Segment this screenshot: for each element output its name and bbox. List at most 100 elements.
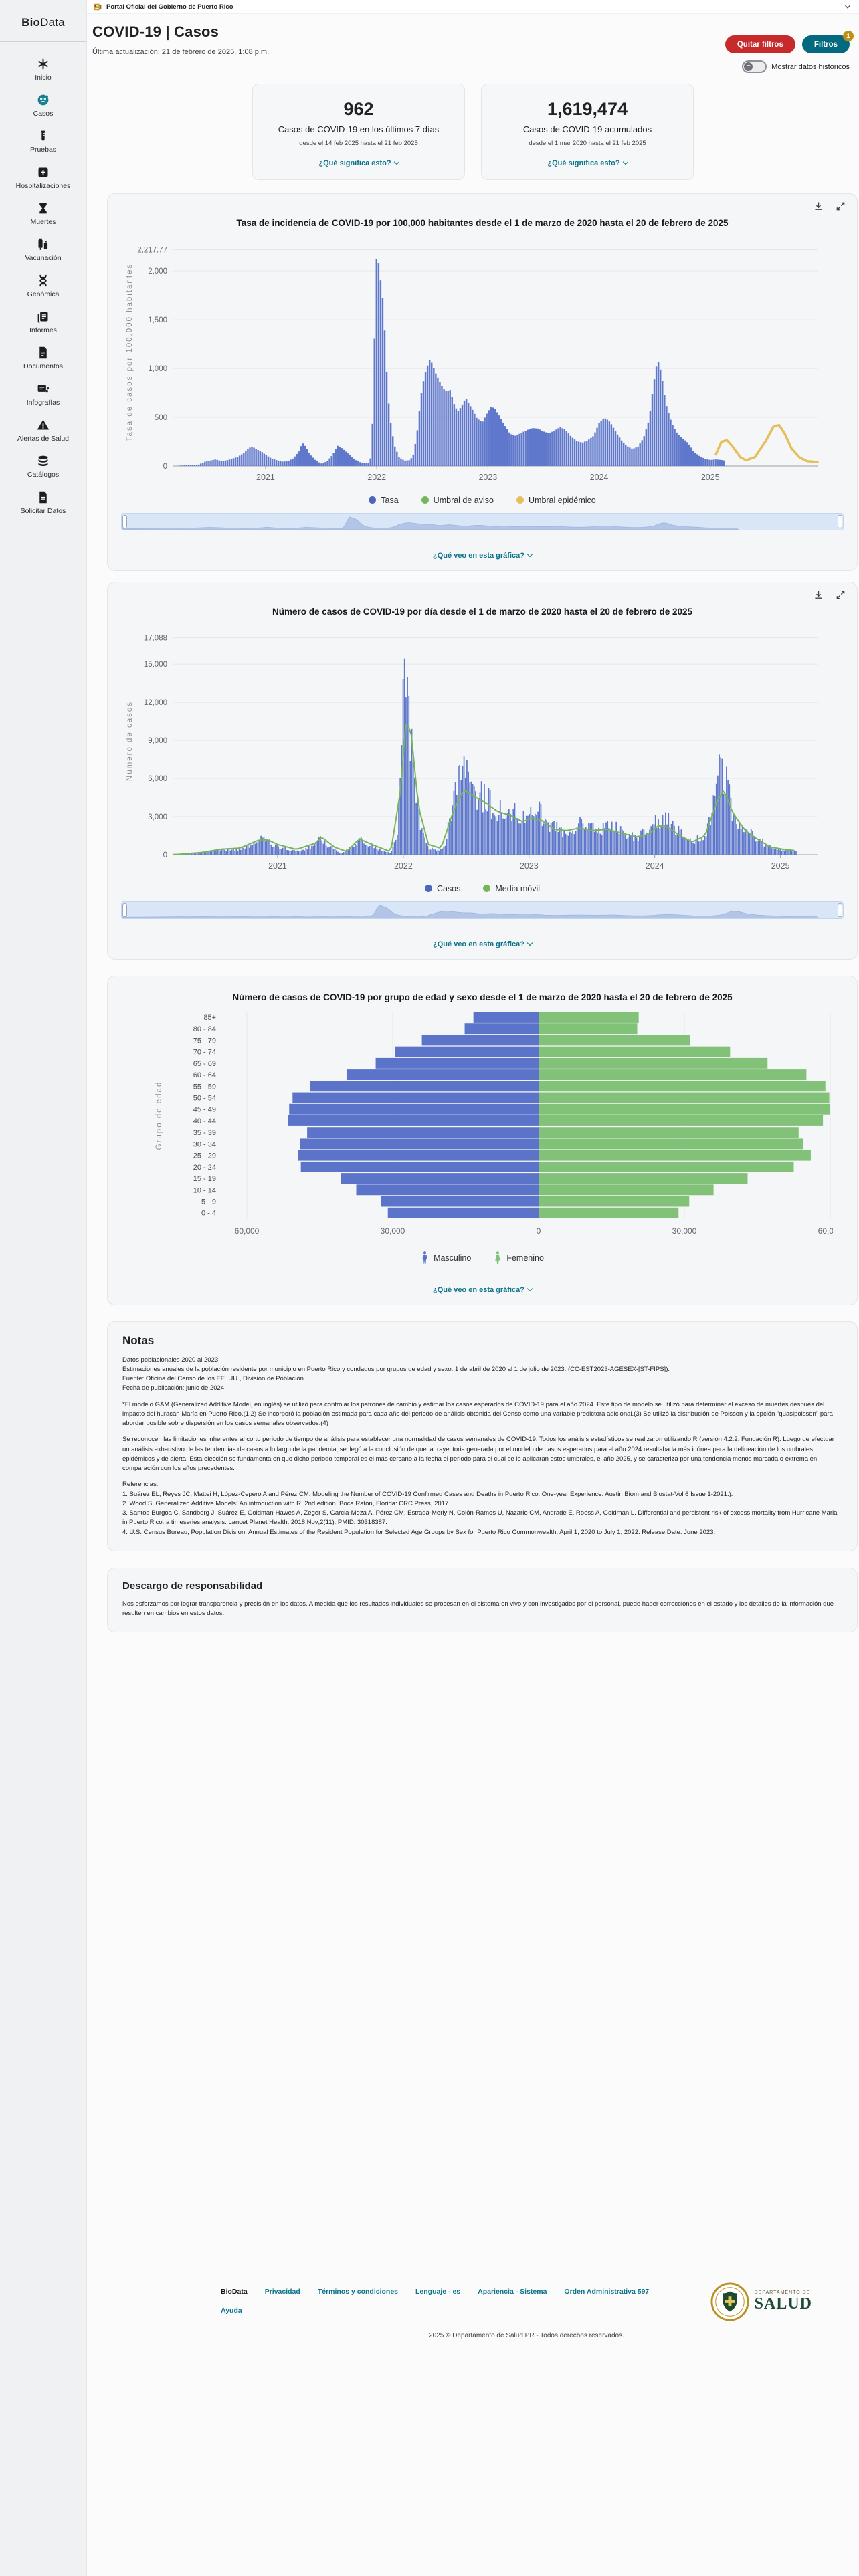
legend-casos[interactable]: Casos <box>424 884 460 893</box>
sidebar-item-label: Documentos <box>23 362 63 370</box>
legend-label: Umbral de aviso <box>433 495 494 505</box>
sidebar-item-label: Alertas de Salud <box>17 435 70 443</box>
link-label: ¿Qué veo en esta gráfica? <box>433 551 524 560</box>
brush-minimap <box>122 516 739 530</box>
media-movil-dot-icon <box>483 885 491 893</box>
sidebar-item-documentos[interactable]: Documentos <box>0 340 86 377</box>
svg-text:30 - 34: 30 - 34 <box>193 1140 216 1148</box>
seal-large-text: SALUD <box>754 2295 812 2313</box>
sidebar-item-label: Inicio <box>35 74 52 82</box>
age-sex-pyramid-chart[interactable]: 60,000 30,000 0 30,000 60,000 85+ 80 - 84 75 - … <box>118 1004 833 1250</box>
svg-text:3,000: 3,000 <box>148 813 167 821</box>
footer-links-row2: Ayuda <box>221 2306 729 2315</box>
svg-text:500: 500 <box>155 414 167 422</box>
dna-icon <box>36 274 50 288</box>
footer-link-orden-administrativa-597[interactable]: Orden Administrativa 597 <box>564 2288 650 2296</box>
what-do-i-see-link[interactable]: ¿Qué veo en esta gráfica? <box>433 940 533 948</box>
footer-link-apariencia---sistema[interactable]: Apariencia - Sistema <box>478 2288 547 2296</box>
link-label: ¿Qué significa esto? <box>547 158 620 167</box>
legend-label: Media móvil <box>495 883 541 893</box>
sidebar-item-alertas-de-salud[interactable]: Alertas de Salud <box>0 413 86 449</box>
page-title: COVID-19 | Casos <box>92 23 219 40</box>
notes-paragraph: 1. Suárez EL, Reyes JC, Mattei H, López-… <box>122 1490 733 1498</box>
sidebar-item-catalogos[interactable]: Catálogos <box>0 449 86 485</box>
footer-link-terminos-y-condiciones[interactable]: Términos y condiciones <box>317 2288 399 2296</box>
copyright-text: 2025 © Departamento de Salud PR - Todos … <box>429 2332 624 2340</box>
svg-text:0: 0 <box>537 1226 541 1236</box>
sidebar-item-genomica[interactable]: Genómica <box>0 268 86 304</box>
sidebar-item-pruebas[interactable]: Pruebas <box>0 124 86 160</box>
disclaimer-title: Descargo de responsabilidad <box>122 1580 263 1592</box>
sidebar-item-label: Muertes <box>30 218 56 226</box>
daily-cases-chart[interactable]: 0 3,000 6,000 9,000 12,000 15,000 17,088 2021 20… <box>118 618 833 883</box>
svg-text:9,000: 9,000 <box>148 737 167 745</box>
stat-range: desde el 1 mar 2020 hasta el 21 feb 2025 <box>529 139 646 147</box>
notes-paragraph: Referencias: <box>122 1481 159 1489</box>
sidebar-item-label: Solicitar Datos <box>20 507 66 515</box>
gov-banner-text: Portal Oficial del Gobierno de Puerto Ri… <box>106 3 233 11</box>
legend-femenino[interactable]: Femenino <box>494 1251 544 1265</box>
svg-text:50 - 54: 50 - 54 <box>193 1094 216 1102</box>
svg-text:2021: 2021 <box>268 861 287 871</box>
sick-face-icon <box>36 93 50 107</box>
what-do-i-see-link[interactable]: ¿Qué veo en esta gráfica? <box>433 551 533 560</box>
download-icon[interactable] <box>813 201 824 212</box>
sidebar: BioData Inicio Casos Pruebas Hospitalizacio… <box>0 0 87 2576</box>
umbral-epidemico-dot-icon <box>516 496 524 504</box>
brush-right-handle[interactable] <box>838 903 842 917</box>
chart-zoom-brush[interactable] <box>121 512 844 530</box>
footer-link-lenguaje---es[interactable]: Lenguaje - es <box>415 2288 461 2296</box>
svg-text:15,000: 15,000 <box>144 661 167 669</box>
notes-paragraph: Fecha de publicación: junio de 2024. <box>122 1384 226 1392</box>
notes-paragraph: 2. Wood S. Generalized Additive Models: … <box>122 1499 450 1507</box>
svg-text:Grupo de edad: Grupo de edad <box>155 1081 163 1150</box>
sidebar-item-solicitar-datos[interactable]: Solicitar Datos <box>0 485 86 521</box>
svg-text:1,000: 1,000 <box>148 365 167 373</box>
expand-icon[interactable] <box>835 201 846 212</box>
footer-link-biodata[interactable]: BioData <box>221 2288 248 2296</box>
what-do-i-see-link[interactable]: ¿Qué veo en esta gráfica? <box>433 1285 533 1294</box>
svg-text:80 - 84: 80 - 84 <box>193 1025 216 1033</box>
gov-topbar[interactable]: Portal Oficial del Gobierno de Puerto Ri… <box>87 0 859 14</box>
expand-icon[interactable] <box>835 589 846 601</box>
svg-text:Número de casos: Número de casos <box>126 700 134 780</box>
download-icon[interactable] <box>813 589 824 601</box>
sidebar-item-vacunacion[interactable]: Vacunación <box>0 232 86 268</box>
legend-tasa[interactable]: Tasa <box>369 496 399 505</box>
footer-link-privacidad[interactable]: Privacidad <box>264 2288 300 2296</box>
brush-left-handle[interactable] <box>122 514 127 528</box>
svg-text:17,088: 17,088 <box>144 634 167 642</box>
historic-data-toggle-label: Mostrar datos históricos <box>771 62 850 71</box>
sidebar-item-inicio[interactable]: Inicio <box>0 51 86 88</box>
disclaimer-card: Descargo de responsabilidad Nos esforzam… <box>107 1567 858 1633</box>
umbral-aviso-dot-icon <box>421 496 429 504</box>
brush-left-handle[interactable] <box>122 903 127 917</box>
report-icon <box>36 310 50 324</box>
svg-text:30,000: 30,000 <box>381 1226 405 1236</box>
sidebar-item-informes[interactable]: Informes <box>0 304 86 340</box>
historic-data-toggle[interactable]: − <box>742 60 767 73</box>
filters-button[interactable]: Filtros 1 <box>801 31 854 53</box>
brush-right-handle[interactable] <box>838 514 842 528</box>
sidebar-item-infografias[interactable]: Infografías <box>0 377 86 413</box>
biodata-logo[interactable]: BioData <box>0 0 86 41</box>
sidebar-item-casos[interactable]: Casos <box>0 88 86 124</box>
notes-paragraph: Fuente: Oficina del Censo de los EE. UU.… <box>122 1375 306 1383</box>
legend-media-movil[interactable]: Media móvil <box>483 884 540 893</box>
legend-umbral-aviso[interactable]: Umbral de aviso <box>421 496 494 505</box>
chart-legend: Masculino Femenino <box>118 1251 846 1265</box>
casos-dot-icon <box>424 885 432 893</box>
what-does-this-mean-link[interactable]: ¿Qué significa esto? <box>547 158 628 167</box>
male-person-icon <box>422 1251 427 1264</box>
legend-masculino[interactable]: Masculino <box>421 1251 471 1265</box>
chart-zoom-brush[interactable] <box>121 901 844 919</box>
sidebar-item-muertes[interactable]: Muertes <box>0 196 86 232</box>
incidence-rate-chart[interactable]: 0 500 1,000 1,500 2,000 2,217.77 2021 2022 2023 2… <box>118 229 833 494</box>
legend-umbral-epidemico[interactable]: Umbral epidémico <box>516 496 596 505</box>
what-does-this-mean-link[interactable]: ¿Qué significa esto? <box>318 158 399 167</box>
footer-link-ayuda[interactable]: Ayuda <box>221 2306 242 2315</box>
svg-text:60 - 64: 60 - 64 <box>193 1071 216 1079</box>
chevron-down-icon[interactable] <box>843 2 852 11</box>
sidebar-item-hospitalizaciones[interactable]: Hospitalizaciones <box>0 160 86 196</box>
remove-filters-button[interactable]: Quitar filtros <box>725 35 795 53</box>
